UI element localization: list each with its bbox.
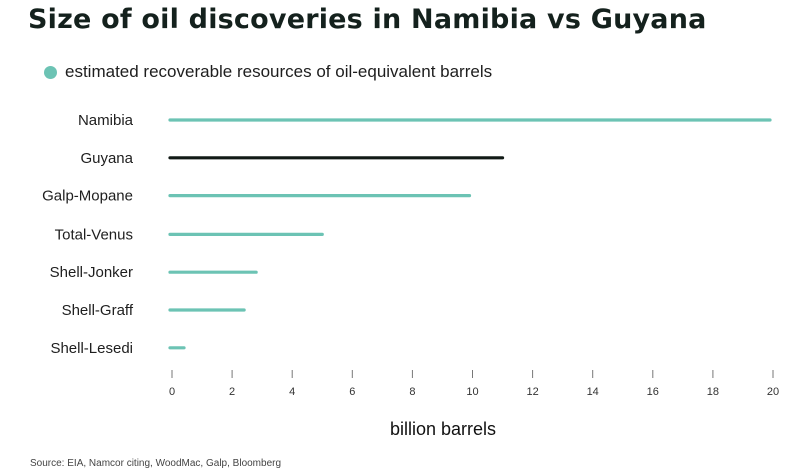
category-label: Shell-Lesedi (50, 340, 133, 357)
x-tick-label: 8 (409, 386, 415, 398)
x-tick-label: 20 (767, 386, 779, 398)
legend-label: estimated recoverable resources of oil-e… (65, 62, 493, 81)
legend: estimated recoverable resources of oil-e… (44, 62, 492, 82)
x-tick-label: 12 (526, 386, 538, 398)
source-note: Source: EIA, Namcor citing, WoodMac, Gal… (30, 458, 282, 469)
legend-swatch (44, 65, 57, 79)
category-label: Galp-Mopane (42, 188, 133, 205)
x-tick-label: 4 (289, 386, 295, 398)
x-tick-label: 16 (647, 386, 659, 398)
x-axis-title: billion barrels (390, 419, 496, 439)
x-tick-label: 14 (587, 386, 599, 398)
x-tick-label: 6 (349, 386, 355, 398)
category-label: Total-Venus (55, 226, 133, 243)
chart-title: Size of oil discoveries in Namibia vs Gu… (28, 4, 707, 35)
x-tick-label: 0 (169, 386, 175, 398)
category-label: Namibia (78, 112, 134, 129)
category-label: Shell-Jonker (50, 264, 133, 281)
category-label: Guyana (80, 150, 133, 167)
x-tick-label: 10 (466, 386, 478, 398)
category-label: Shell-Graff (62, 302, 134, 319)
x-tick-label: 18 (707, 386, 719, 398)
x-tick-label: 2 (229, 386, 235, 398)
